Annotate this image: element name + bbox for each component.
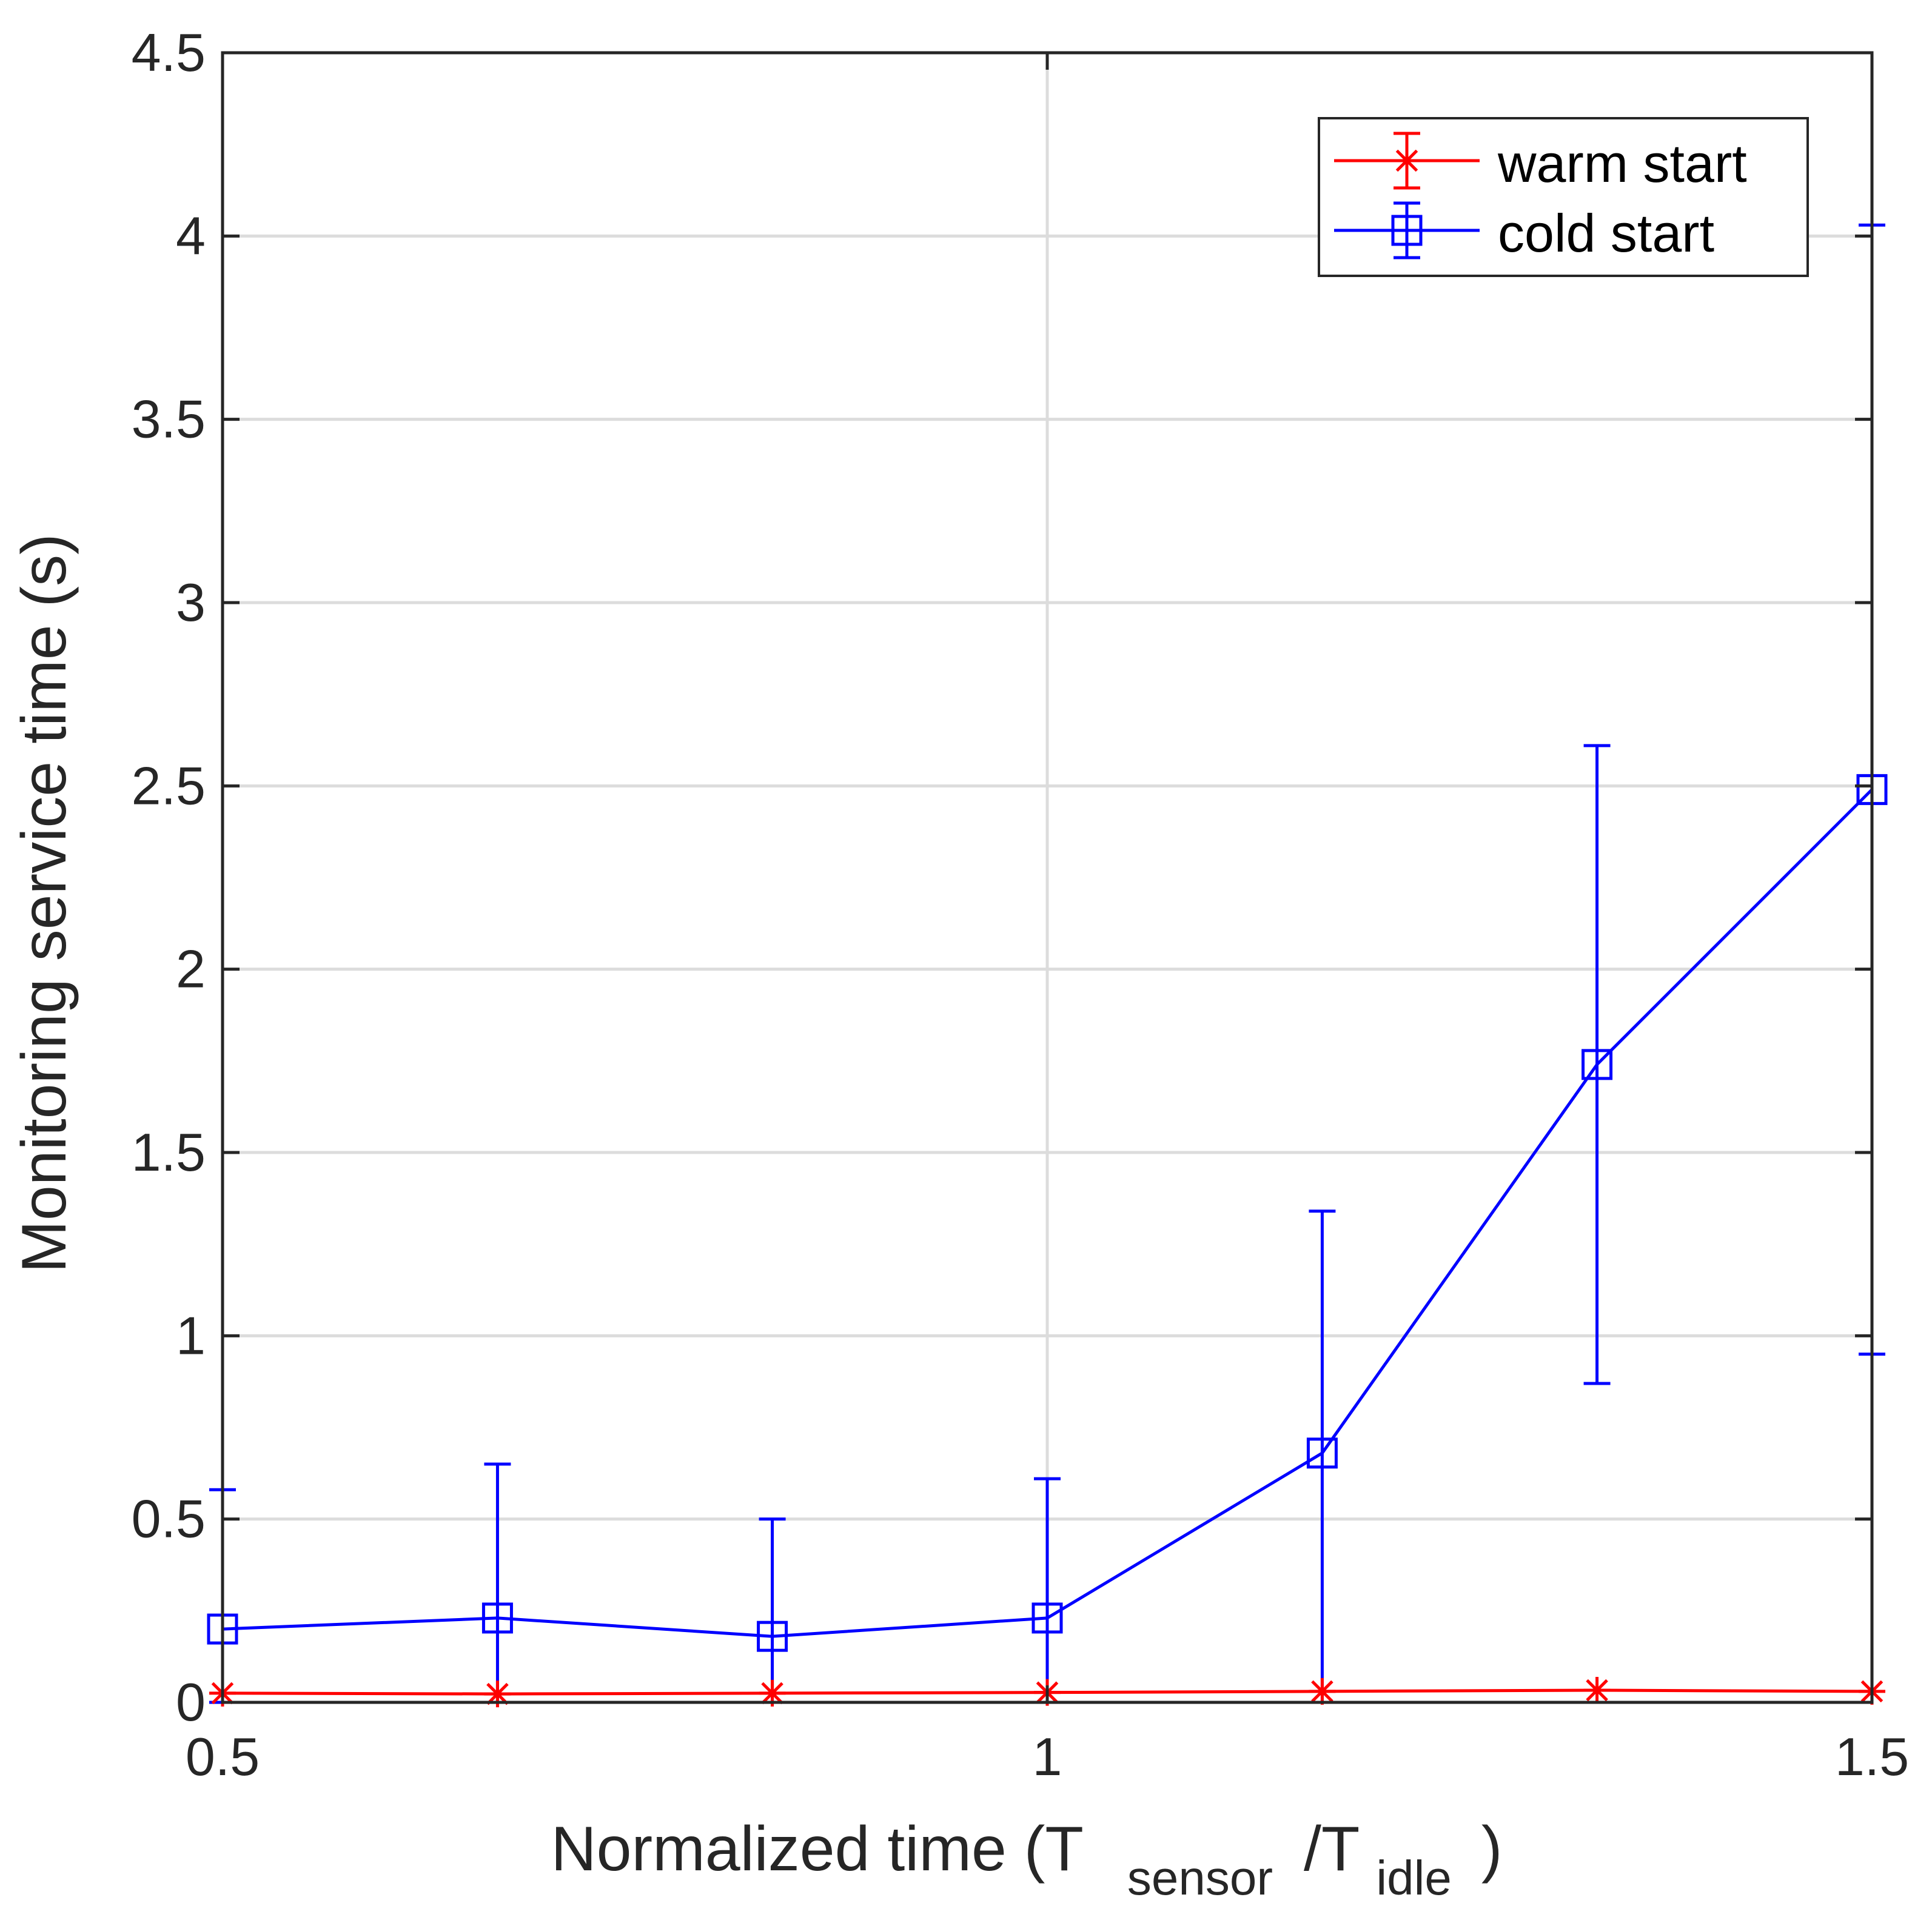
x-tick-label: 0.5 bbox=[186, 1727, 260, 1787]
y-tick-label: 4 bbox=[176, 206, 206, 266]
data-point-cold-start bbox=[481, 1602, 513, 1634]
axis-ticks: 00.511.522.533.544.50.5 1 1.5 bbox=[132, 22, 1910, 1787]
data-point-warm-start-stroke bbox=[761, 1682, 783, 1705]
legend-label-cold-start: cold start bbox=[1498, 203, 1714, 263]
y-tick-label: 2 bbox=[176, 939, 206, 999]
y-tick-label: 0 bbox=[176, 1672, 206, 1732]
y-tick-label: 3.5 bbox=[132, 389, 206, 449]
grid bbox=[223, 53, 1872, 1702]
x-axis-title-prefix: Normalized time (T bbox=[551, 1814, 1083, 1884]
x-tick-label: 1.5 bbox=[1835, 1727, 1909, 1787]
x-axis-title-subscript-idle: idle bbox=[1376, 1851, 1452, 1905]
legend-marker-warm-start-stroke bbox=[1395, 149, 1418, 172]
legend-marker-warm-start bbox=[1394, 147, 1420, 174]
data-point-cold-start bbox=[1581, 1049, 1613, 1080]
x-axis-title-subscript-sensor: sensor bbox=[1127, 1851, 1273, 1905]
x-axis-title: Normalized time (T sensor /T idle ) bbox=[551, 1814, 1503, 1908]
data-point-warm-start-stroke bbox=[1311, 1680, 1333, 1703]
data-point-warm-start-stroke bbox=[1586, 1679, 1608, 1702]
data-point-warm-start-stroke bbox=[486, 1682, 509, 1705]
legend: warm start cold start bbox=[1318, 117, 1809, 277]
y-tick-label: 1 bbox=[176, 1305, 206, 1365]
data-point-cold-start bbox=[1306, 1437, 1338, 1469]
y-axis-title: Monitoring service time (s) bbox=[9, 534, 79, 1273]
data-point-cold-start bbox=[1031, 1602, 1063, 1634]
y-tick-label: 0.5 bbox=[132, 1489, 206, 1549]
data-point-warm-start bbox=[484, 1681, 511, 1708]
legend-box bbox=[1318, 117, 1809, 277]
y-tick-label: 1.5 bbox=[132, 1122, 206, 1182]
legend-marker-cold-start bbox=[1391, 215, 1423, 246]
x-axis-title-suffix: ) bbox=[1481, 1814, 1503, 1884]
series-cold-start bbox=[207, 223, 1888, 1704]
legend-label-warm-start: warm start bbox=[1497, 133, 1747, 193]
series-line-cold-start bbox=[222, 788, 1873, 1638]
y-tick-label: 2.5 bbox=[132, 755, 206, 815]
x-tick-label: 1 bbox=[1033, 1727, 1062, 1787]
legend-entry-warm-start bbox=[1334, 132, 1480, 190]
x-axis-title-mid: /T bbox=[1304, 1814, 1359, 1884]
data-point-warm-start bbox=[1309, 1677, 1336, 1705]
y-tick-label: 3 bbox=[176, 572, 206, 632]
legend-entry-cold-start bbox=[1334, 201, 1480, 259]
data-point-cold-start bbox=[757, 1621, 788, 1652]
data-point-warm-start bbox=[1583, 1677, 1611, 1704]
y-tick-label: 4.5 bbox=[132, 22, 206, 82]
